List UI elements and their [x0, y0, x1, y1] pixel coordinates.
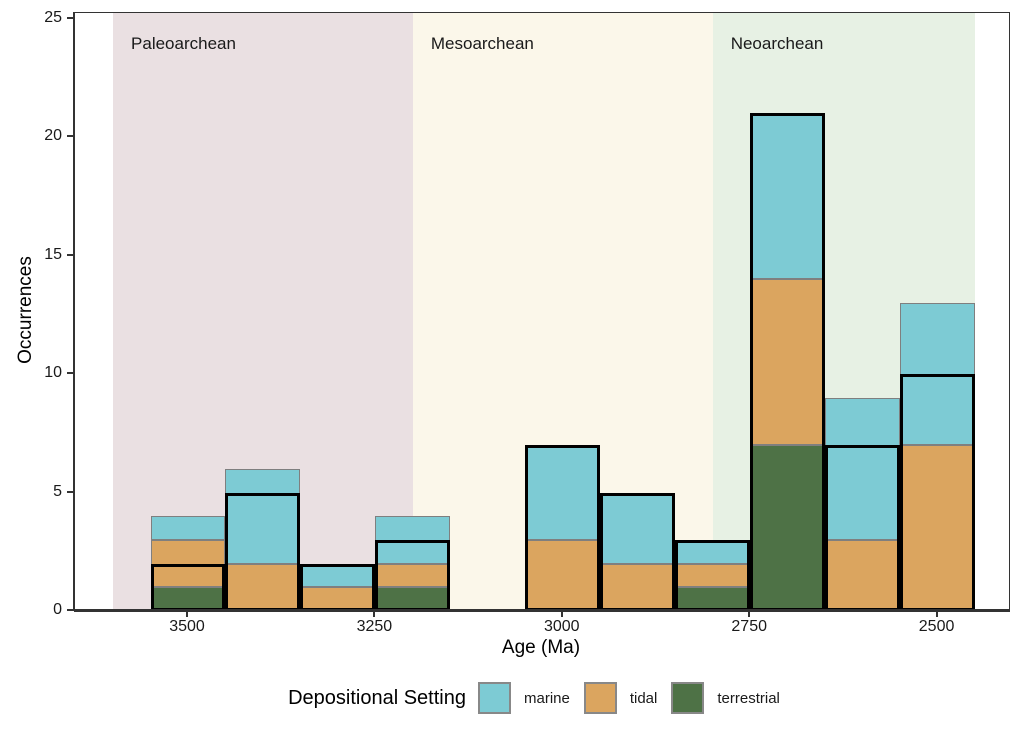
x-tick-3250 — [373, 611, 376, 617]
y-axis-line — [73, 12, 75, 611]
highlight-outline-3000 — [525, 445, 601, 611]
y-tick-label-0: 0 — [53, 601, 62, 618]
x-tick-label-2500: 2500 — [918, 618, 955, 635]
y-tick-label-25: 25 — [44, 8, 62, 26]
y-tick-20 — [67, 135, 74, 137]
legend-swatch-terrestrial — [671, 682, 705, 714]
bar-segment-marine-3500 — [150, 516, 226, 540]
y-tick-5 — [67, 490, 74, 493]
x-tick-label-3500: 3500 — [169, 618, 205, 635]
y-tick-15 — [67, 253, 74, 256]
x-axis-line — [73, 609, 1009, 611]
bar-segment-marine-3200 — [375, 516, 451, 564]
bar-segment-tidal-2700 — [750, 279, 826, 446]
plot-area: Paleoarchean Mesoarchean Neoarchean — [75, 13, 1009, 611]
plot-panel: Paleoarchean Mesoarchean Neoarchean — [74, 12, 1010, 612]
legend-label-marine: marine — [523, 689, 570, 707]
legend-swatch-tidal — [583, 682, 617, 714]
y-tick-25 — [67, 16, 74, 19]
x-tick-2750 — [748, 611, 751, 617]
highlight-outline-2700 — [750, 113, 826, 611]
bar-segment-marine-3400 — [225, 468, 301, 564]
y-tick-label-20: 20 — [44, 127, 62, 144]
legend-item-tidal: tidal — [583, 682, 658, 714]
highlight-outline-3200 — [375, 539, 451, 611]
y-axis-title: Occurrences — [15, 256, 36, 364]
legend-item-marine: marine — [477, 682, 570, 714]
x-tick-3500 — [186, 611, 188, 617]
legend-item-terrestrial: terrestrial — [671, 682, 780, 714]
y-tick-0 — [67, 609, 74, 611]
y-tick-label-15: 15 — [44, 245, 62, 263]
highlight-outline-2800 — [675, 539, 751, 611]
x-tick-label-3000: 3000 — [543, 618, 580, 635]
era-label-mesoarchean: Mesoarchean — [430, 34, 534, 53]
legend-title: Depositional Setting — [288, 686, 466, 709]
y-tick-label-5: 5 — [53, 482, 62, 500]
highlight-outline-3300 — [300, 563, 376, 611]
y-tick-10 — [67, 372, 74, 374]
era-label-neoarchean: Neoarchean — [730, 34, 824, 53]
x-tick-label-3250: 3250 — [356, 618, 393, 635]
highlight-outline-2500 — [900, 374, 976, 611]
bar-segment-tidal-3500 — [150, 539, 226, 588]
legend: Depositional Setting marine tidal terrestr… — [0, 682, 1024, 714]
bar-segment-marine-2500 — [900, 302, 976, 446]
x-tick-label-2750: 2750 — [731, 618, 767, 635]
legend-label-terrestrial: terrestrial — [717, 689, 780, 707]
x-axis-title: Age (Ma) — [501, 637, 581, 658]
highlight-outline-2600 — [825, 445, 901, 611]
legend-swatch-marine — [477, 682, 511, 714]
x-tick-3000 — [560, 611, 563, 617]
era-label-paleoarchean: Paleoarchean — [131, 34, 236, 53]
highlight-outline-3400 — [225, 492, 301, 611]
highlight-outline-2900 — [600, 492, 676, 611]
legend-items: marine tidal terrestrial — [477, 682, 794, 714]
y-tick-label-10: 10 — [44, 364, 62, 381]
highlight-outline-3500 — [150, 563, 226, 611]
x-tick-2500 — [935, 611, 938, 617]
legend-label-tidal: tidal — [629, 689, 658, 707]
